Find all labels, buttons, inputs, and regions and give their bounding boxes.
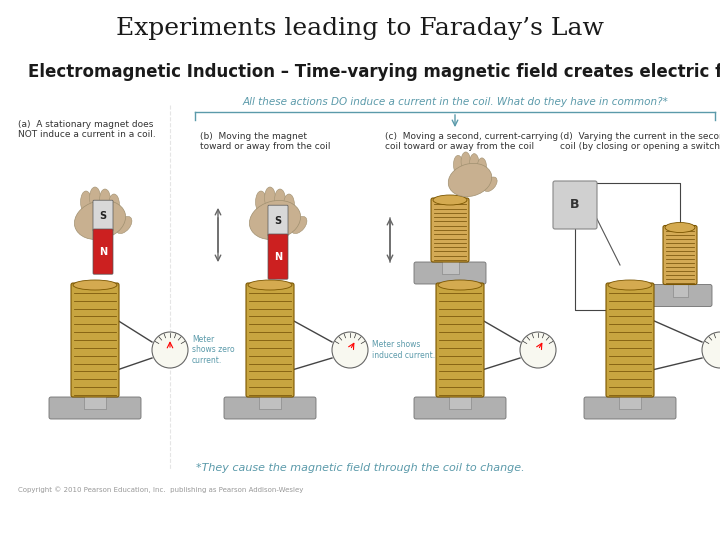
Ellipse shape xyxy=(665,222,695,233)
FancyBboxPatch shape xyxy=(93,229,113,274)
Ellipse shape xyxy=(284,194,294,216)
Bar xyxy=(449,395,471,409)
Text: Copyright © 2010 Pearson Education, Inc.  publishing as Pearson Addison-Wesley: Copyright © 2010 Pearson Education, Inc.… xyxy=(18,487,303,494)
FancyBboxPatch shape xyxy=(268,234,288,279)
Ellipse shape xyxy=(608,280,652,290)
Text: (a)  A stationary magnet does
NOT induce a current in a coil.: (a) A stationary magnet does NOT induce … xyxy=(18,120,156,139)
Text: (d)  Varying the current in the second
coil (by closing or opening a switch): (d) Varying the current in the second co… xyxy=(560,132,720,151)
Bar xyxy=(259,395,281,409)
Text: S: S xyxy=(99,211,107,221)
Ellipse shape xyxy=(291,217,307,234)
FancyBboxPatch shape xyxy=(49,397,141,419)
Ellipse shape xyxy=(74,200,125,240)
FancyBboxPatch shape xyxy=(414,262,486,284)
FancyBboxPatch shape xyxy=(584,397,676,419)
Ellipse shape xyxy=(99,189,110,211)
Text: *They cause the magnetic field through the coil to change.: *They cause the magnetic field through t… xyxy=(196,463,524,473)
Ellipse shape xyxy=(109,194,120,216)
Circle shape xyxy=(332,332,368,368)
Ellipse shape xyxy=(89,187,101,209)
FancyBboxPatch shape xyxy=(431,198,469,262)
FancyBboxPatch shape xyxy=(224,397,316,419)
Text: All these actions DO induce a current in the coil. What do they have in common?*: All these actions DO induce a current in… xyxy=(242,97,668,107)
FancyBboxPatch shape xyxy=(268,205,288,236)
Bar xyxy=(441,260,459,274)
FancyBboxPatch shape xyxy=(246,283,294,397)
Ellipse shape xyxy=(484,177,497,192)
Ellipse shape xyxy=(256,191,266,213)
Text: Experiments leading to Faraday’s Law: Experiments leading to Faraday’s Law xyxy=(116,17,604,39)
Circle shape xyxy=(152,332,188,368)
Text: N: N xyxy=(274,252,282,261)
FancyBboxPatch shape xyxy=(606,283,654,397)
FancyBboxPatch shape xyxy=(436,283,484,397)
Ellipse shape xyxy=(461,152,470,171)
Text: (b)  Moving the magnet
toward or away from the coil: (b) Moving the magnet toward or away fro… xyxy=(200,132,330,151)
Text: N: N xyxy=(99,247,107,256)
FancyBboxPatch shape xyxy=(663,226,697,285)
Text: Electromagnetic Induction – Time-varying magnetic field creates electric field: Electromagnetic Induction – Time-varying… xyxy=(28,63,720,81)
Ellipse shape xyxy=(477,158,487,177)
Text: Meter shows
induced current.: Meter shows induced current. xyxy=(372,340,435,360)
FancyBboxPatch shape xyxy=(553,181,597,229)
Circle shape xyxy=(520,332,556,368)
Ellipse shape xyxy=(449,164,492,197)
Ellipse shape xyxy=(73,280,117,290)
Ellipse shape xyxy=(116,217,132,234)
Ellipse shape xyxy=(264,187,276,209)
Ellipse shape xyxy=(274,189,286,211)
FancyBboxPatch shape xyxy=(71,283,119,397)
Bar xyxy=(672,282,688,296)
FancyBboxPatch shape xyxy=(93,200,113,231)
FancyBboxPatch shape xyxy=(648,285,712,307)
Ellipse shape xyxy=(469,154,479,172)
Bar xyxy=(619,395,641,409)
Ellipse shape xyxy=(438,280,482,290)
Text: Meter
shows zero
current.: Meter shows zero current. xyxy=(192,335,235,365)
Ellipse shape xyxy=(249,200,300,240)
Ellipse shape xyxy=(454,156,463,174)
Circle shape xyxy=(702,332,720,368)
Text: (c)  Moving a second, current-carrying
coil toward or away from the coil: (c) Moving a second, current-carrying co… xyxy=(385,132,558,151)
Ellipse shape xyxy=(433,195,467,205)
Text: S: S xyxy=(274,215,282,226)
Text: B: B xyxy=(570,199,580,212)
Ellipse shape xyxy=(248,280,292,290)
Bar xyxy=(84,395,106,409)
Ellipse shape xyxy=(81,191,91,213)
FancyBboxPatch shape xyxy=(414,397,506,419)
